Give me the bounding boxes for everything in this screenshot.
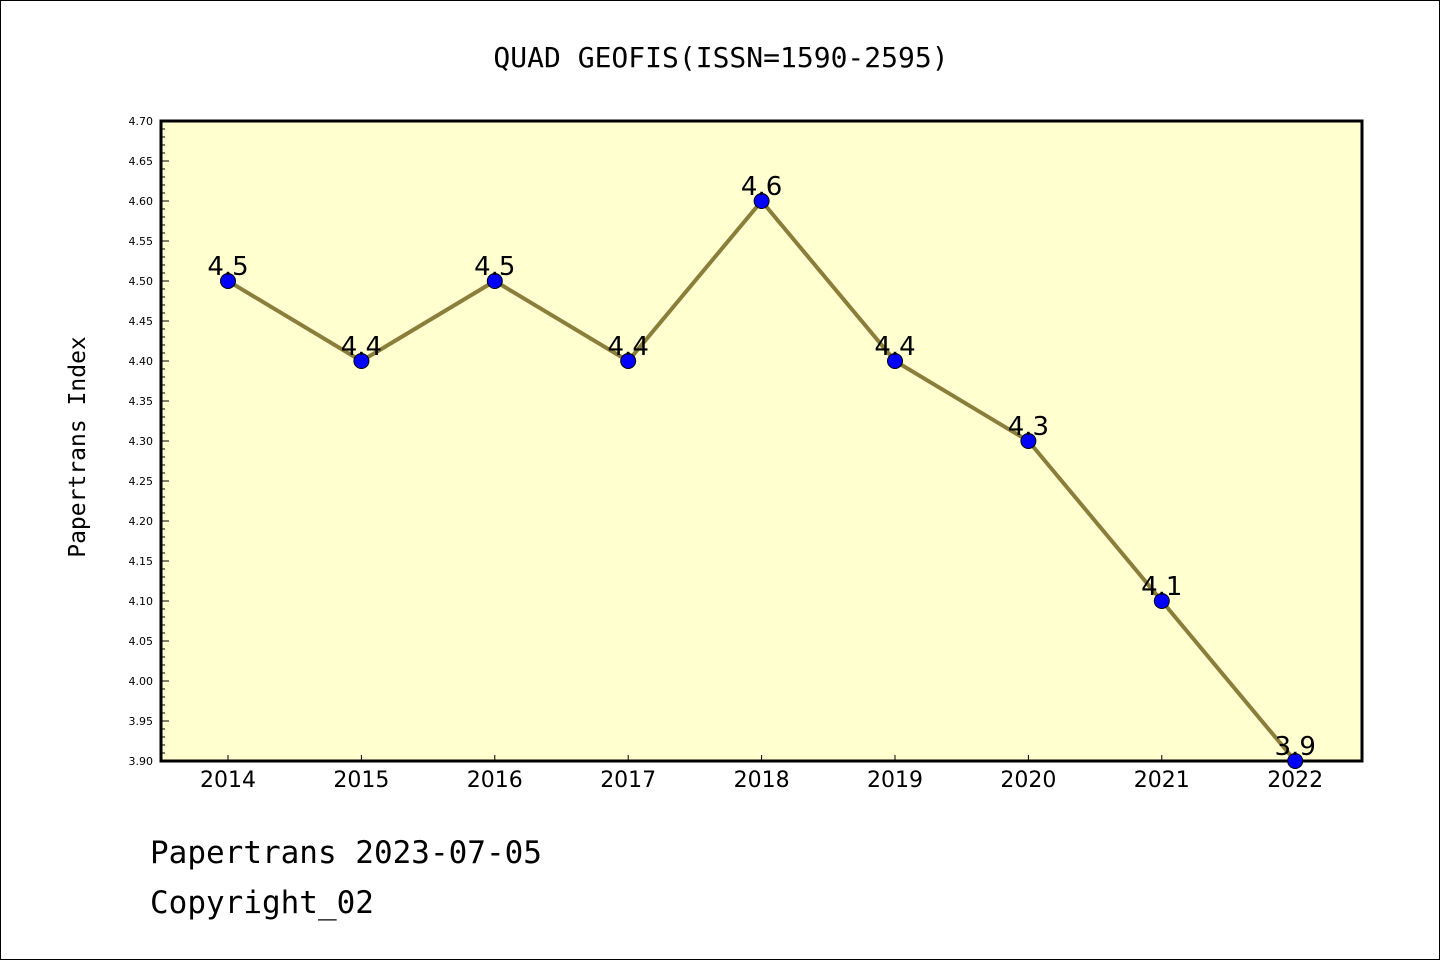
y-tick-label: 4.40 (129, 355, 154, 368)
y-tick-label: 4.70 (129, 115, 154, 128)
y-tick-label: 4.20 (129, 515, 154, 528)
footer-copyright: Copyright_02 (150, 885, 374, 921)
footer-date: Papertrans 2023-07-05 (150, 835, 542, 871)
data-label: 4.5 (474, 252, 515, 282)
data-point (220, 273, 236, 289)
data-point (753, 193, 770, 209)
y-tick-label: 4.55 (129, 235, 154, 248)
data-label: 4.6 (741, 172, 782, 202)
data-label: 4.4 (608, 332, 649, 362)
x-tick-label: 2021 (1134, 768, 1190, 793)
y-axis-label: Papertrans Index (65, 336, 91, 558)
y-tick-label: 4.25 (129, 475, 154, 488)
y-tick-label: 4.45 (129, 315, 154, 328)
data-point (887, 353, 903, 369)
chart-title: QUAD GEOFIS(ISSN=1590-2595) (493, 41, 948, 74)
y-tick-label: 4.65 (129, 155, 154, 168)
data-label: 4.4 (874, 332, 915, 362)
y-tick-label: 4.00 (129, 675, 154, 688)
data-point (620, 353, 637, 369)
series-group: 4.5 4.4 4.5 4.4 4.6 4.4 4.3 4.1 3.9 (207, 172, 1316, 769)
data-label: 3.9 (1275, 732, 1316, 762)
y-tick-label: 4.35 (129, 395, 154, 408)
x-tick-label: 2014 (200, 768, 256, 793)
x-tick-label: 2016 (467, 768, 523, 793)
y-tick-label: 3.95 (129, 715, 154, 728)
x-tick-label: 2017 (600, 768, 656, 793)
y-tick-label: 4.10 (129, 595, 154, 608)
x-axis-ticks: 2014 2015 2016 2017 2018 2019 2020 2021 2022 (200, 755, 1323, 793)
y-tick-label: 4.15 (129, 555, 154, 568)
x-tick-label: 2018 (734, 768, 790, 793)
data-label: 4.1 (1141, 572, 1182, 602)
data-label: 4.5 (207, 252, 248, 282)
x-tick-label: 2020 (1000, 768, 1056, 793)
x-tick-label: 2022 (1267, 768, 1323, 793)
data-point (486, 273, 503, 289)
x-tick-label: 2015 (333, 768, 389, 793)
data-label: 4.4 (341, 332, 382, 362)
x-tick-label: 2019 (867, 768, 923, 793)
y-tick-label: 4.30 (129, 435, 154, 448)
data-point (1287, 753, 1304, 769)
y-tick-label: 4.05 (129, 635, 154, 648)
y-tick-label: 4.50 (129, 275, 154, 288)
plot-area (159, 119, 1364, 763)
data-label: 4.3 (1008, 412, 1049, 442)
data-point (353, 353, 370, 369)
data-point (1020, 433, 1037, 449)
y-tick-label: 4.60 (129, 195, 154, 208)
y-axis-ticks: 3.90 3.95 4.00 4.05 4.10 4.15 4.20 4.25 4.30 4.35… (129, 115, 169, 768)
y-tick-label: 3.90 (129, 755, 154, 768)
data-point (1153, 593, 1170, 609)
